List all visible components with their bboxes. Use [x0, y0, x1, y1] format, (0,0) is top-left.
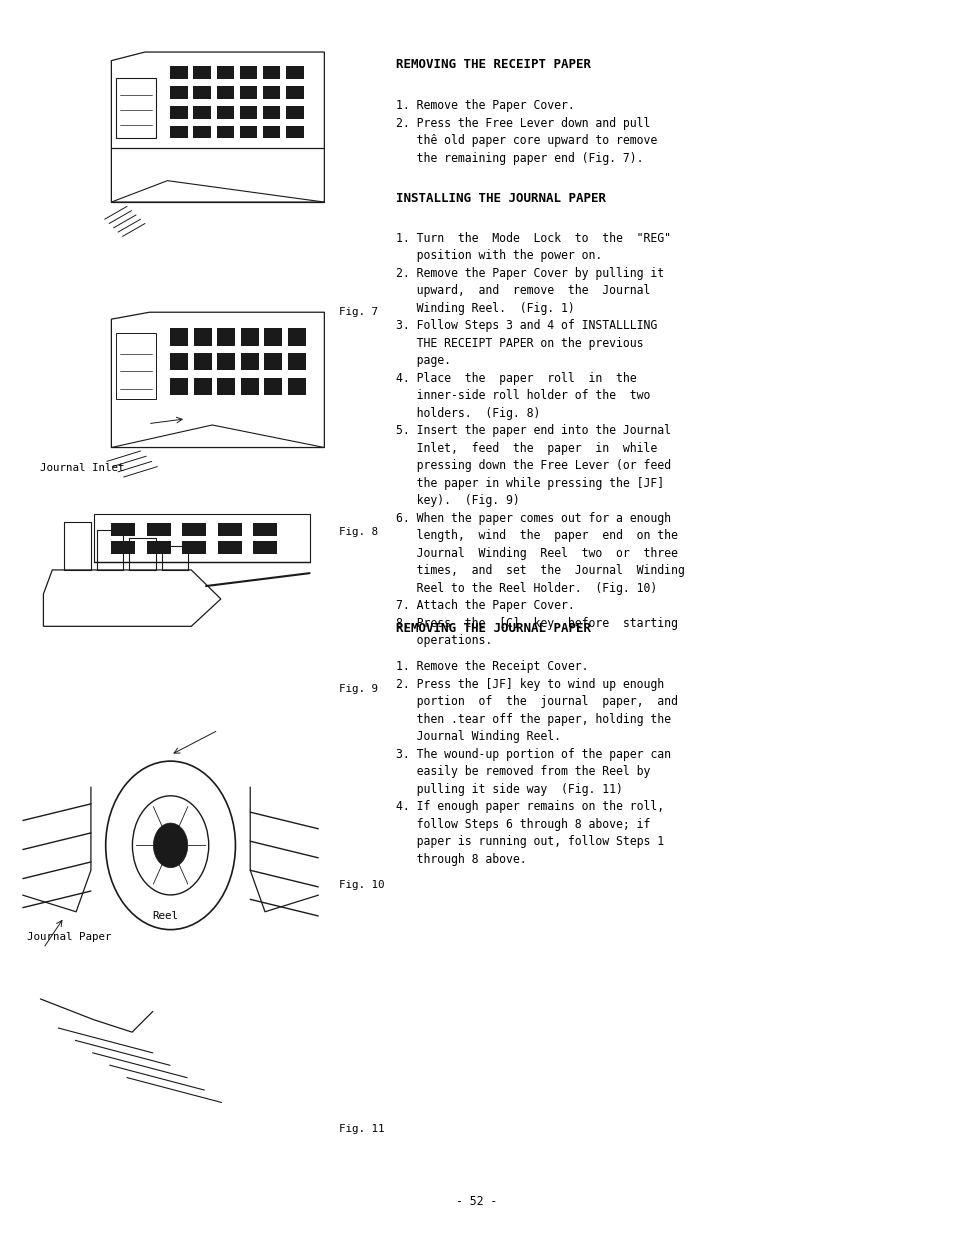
Bar [216, 107, 233, 119]
Bar [286, 126, 303, 139]
Bar [239, 67, 257, 79]
Bar [216, 67, 233, 79]
Bar [264, 378, 282, 395]
Text: 1. Remove the Paper Cover.
2. Press the Free Lever down and pull
   thê old pape: 1. Remove the Paper Cover. 2. Press the … [395, 99, 657, 165]
Bar [115, 78, 156, 138]
Bar [170, 87, 188, 99]
Bar [193, 328, 212, 346]
Bar [170, 107, 188, 119]
Circle shape [153, 823, 188, 867]
Bar [239, 107, 257, 119]
Bar [286, 67, 303, 79]
Bar [264, 353, 282, 370]
Bar [170, 67, 188, 79]
Text: INSTALLING THE JOURNAL PAPER: INSTALLING THE JOURNAL PAPER [395, 192, 605, 204]
Bar [193, 87, 211, 99]
Bar [170, 126, 188, 139]
Bar [193, 107, 211, 119]
Bar [217, 328, 235, 346]
Text: Fig. 9: Fig. 9 [338, 684, 377, 694]
Text: Fig. 8: Fig. 8 [338, 527, 377, 536]
Bar [263, 107, 280, 119]
Bar [288, 378, 306, 395]
Bar [115, 333, 156, 399]
Text: Fig. 10: Fig. 10 [338, 880, 384, 890]
Bar [241, 378, 258, 395]
Bar [241, 353, 258, 370]
Bar [263, 126, 280, 139]
Bar [216, 87, 233, 99]
Bar [93, 514, 309, 563]
Bar [147, 541, 171, 554]
Bar [239, 87, 257, 99]
Bar [286, 107, 303, 119]
Bar [239, 126, 257, 139]
Bar [216, 126, 233, 139]
Bar [170, 378, 188, 395]
Text: - 52 -: - 52 - [456, 1196, 497, 1208]
Bar [253, 541, 276, 554]
Bar [182, 541, 206, 554]
Bar [147, 523, 171, 536]
Bar [182, 523, 206, 536]
Bar [253, 523, 276, 536]
Bar [170, 353, 188, 370]
Text: REMOVING THE JOURNAL PAPER: REMOVING THE JOURNAL PAPER [395, 622, 590, 634]
Bar [193, 378, 212, 395]
Bar [241, 328, 258, 346]
Text: 1. Turn  the  Mode  Lock  to  the  "REG"
   position with the power on.
2. Remov: 1. Turn the Mode Lock to the "REG" posit… [395, 232, 684, 647]
Bar [170, 328, 188, 346]
Bar [263, 67, 280, 79]
Bar [264, 328, 282, 346]
Text: Fig. 11: Fig. 11 [338, 1124, 384, 1134]
Bar [217, 541, 241, 554]
Bar [193, 353, 212, 370]
Text: Fig. 7: Fig. 7 [338, 307, 377, 317]
Bar [288, 353, 306, 370]
Bar [112, 541, 135, 554]
Bar [286, 87, 303, 99]
Bar [217, 378, 235, 395]
Bar [217, 353, 235, 370]
Bar [263, 87, 280, 99]
Text: Reel: Reel [152, 911, 178, 921]
Text: 1. Remove the Receipt Cover.
2. Press the [JF] key to wind up enough
   portion : 1. Remove the Receipt Cover. 2. Press th… [395, 660, 677, 866]
Text: REMOVING THE RECEIPT PAPER: REMOVING THE RECEIPT PAPER [395, 58, 590, 71]
Text: Journal Inlet: Journal Inlet [40, 463, 125, 473]
Bar [217, 523, 241, 536]
Bar [193, 126, 211, 139]
Text: Journal Paper: Journal Paper [27, 932, 112, 942]
Bar [112, 523, 135, 536]
Bar [288, 328, 306, 346]
Bar [193, 67, 211, 79]
